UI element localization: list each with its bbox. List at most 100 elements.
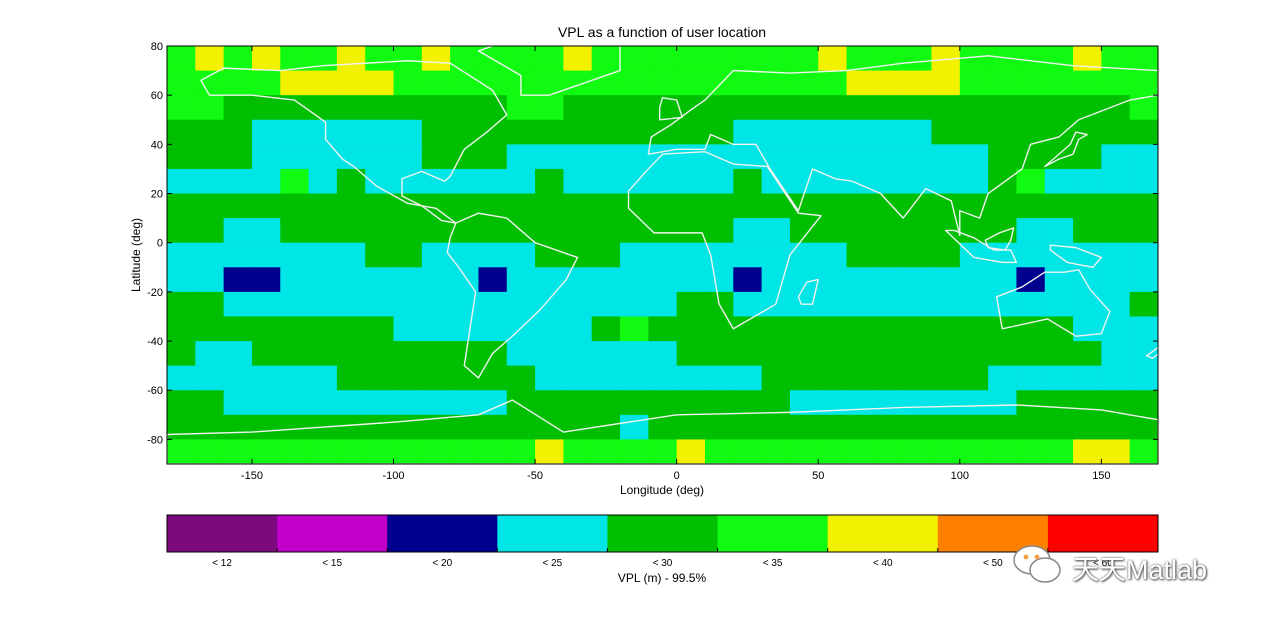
coastline-south-america [446,212,579,379]
heatmap-cell [959,267,989,293]
heatmap-cell [733,242,763,268]
heatmap-cell [336,95,366,121]
heatmap-cell [195,439,225,464]
heatmap-cell [1101,439,1131,464]
heatmap-cell [478,144,508,170]
heatmap-cell [393,70,423,96]
heatmap-cell [1044,414,1074,441]
heatmap-cell [903,291,933,318]
heatmap-cell [195,414,225,441]
heatmap-cell [1016,218,1046,244]
heatmap-cell [506,168,536,195]
heatmap-cell [1158,390,1187,415]
heatmap-cell [251,218,281,244]
coastline-japan [1044,131,1088,168]
y-tick-label: 80 [151,41,163,53]
heatmap-cell [223,341,253,367]
heatmap-cell [761,439,791,464]
heatmap-cell [223,242,253,268]
heatmap-cell [620,70,649,96]
heatmap-cell [789,365,819,391]
heatmap-cell [1158,292,1187,317]
heatmap-cell [167,70,196,96]
heatmap-cell [733,95,763,121]
heatmap-cell [903,95,933,121]
heatmap-cell [846,267,876,293]
heatmap-cell [1073,414,1102,441]
coastline-europe-asia [647,55,1158,237]
heatmap-cell [506,365,536,391]
map-frame [166,45,1159,465]
heatmap-cell [988,193,1018,219]
heatmap-cell [450,168,480,195]
heatmap-cell [704,144,734,170]
heatmap-cell [959,168,989,195]
heatmap-cell [365,144,395,170]
heatmap-cell [167,46,196,72]
heatmap-cell [421,439,451,464]
y-tick-label: -20 [147,287,163,299]
heatmap-cell [620,291,649,318]
heatmap-cell [251,193,281,219]
heatmap-cell [591,316,621,342]
heatmap-cell [789,168,819,195]
heatmap-cell [251,439,281,464]
heatmap-cell [1158,267,1187,292]
heatmap-cell [336,193,366,219]
heatmap-cell [1044,291,1074,318]
heatmap-cell [959,119,989,145]
heatmap-cell [280,316,310,342]
heatmap-cell [563,46,593,72]
heatmap-cell [421,316,451,342]
heatmap-cell [903,218,933,244]
heatmap-cell [336,439,366,464]
heatmap-cell [336,119,366,145]
heatmap-cell [1073,267,1102,293]
heatmap-cell [421,341,451,367]
heatmap-cell [535,341,564,367]
heatmap-cell [1016,365,1046,391]
heatmap-cell [393,316,423,342]
heatmap-cell [195,464,224,489]
heatmap-cell [506,439,536,464]
heatmap-cell [676,390,706,416]
heatmap-cell [506,119,536,145]
heatmap-cell [422,464,451,489]
heatmap-cell [1129,390,1158,416]
heatmap-cell [620,365,649,391]
heatmap-cell [1129,46,1158,72]
heatmap-cell [1016,464,1045,489]
x-tick-label: -50 [527,470,543,482]
heatmap-cell [308,365,338,391]
heatmap-cell [874,414,904,441]
heatmap-cell [393,46,423,72]
coastline-new-guinea [1049,244,1103,268]
heatmap-cell [1016,119,1046,145]
heatmap-cell [648,218,678,244]
heatmap-cell [1101,341,1131,367]
heatmap-cell [676,168,706,195]
heatmap-cell [846,193,876,219]
heatmap-cell [563,439,593,464]
heatmap-cell [195,193,225,219]
heatmap-cell [336,390,366,416]
heatmap-cell [478,291,508,318]
heatmap-cell [1044,218,1074,244]
heatmap-cell [931,70,961,96]
heatmap-cell [620,144,649,170]
heatmap-cell [959,439,989,464]
heatmap-cell [308,95,338,121]
heatmap-cell [874,242,904,268]
colorbar: < 12 < 15 < 20 < 25 < 30 < 35 < 40 < 50 < 60 [166,514,1159,569]
wechat-logo-icon [1013,545,1061,583]
heatmap-cell [591,365,621,391]
heatmap-cell [1129,144,1158,170]
heatmap-cell [931,439,961,464]
heatmap-cell [223,390,253,416]
heatmap-cell [846,414,876,441]
heatmap-cell [280,414,310,441]
coastline-indonesia [944,229,1018,264]
heatmap-cell [167,341,196,367]
heatmap-cell [1073,218,1102,244]
heatmap-cell [592,464,621,489]
